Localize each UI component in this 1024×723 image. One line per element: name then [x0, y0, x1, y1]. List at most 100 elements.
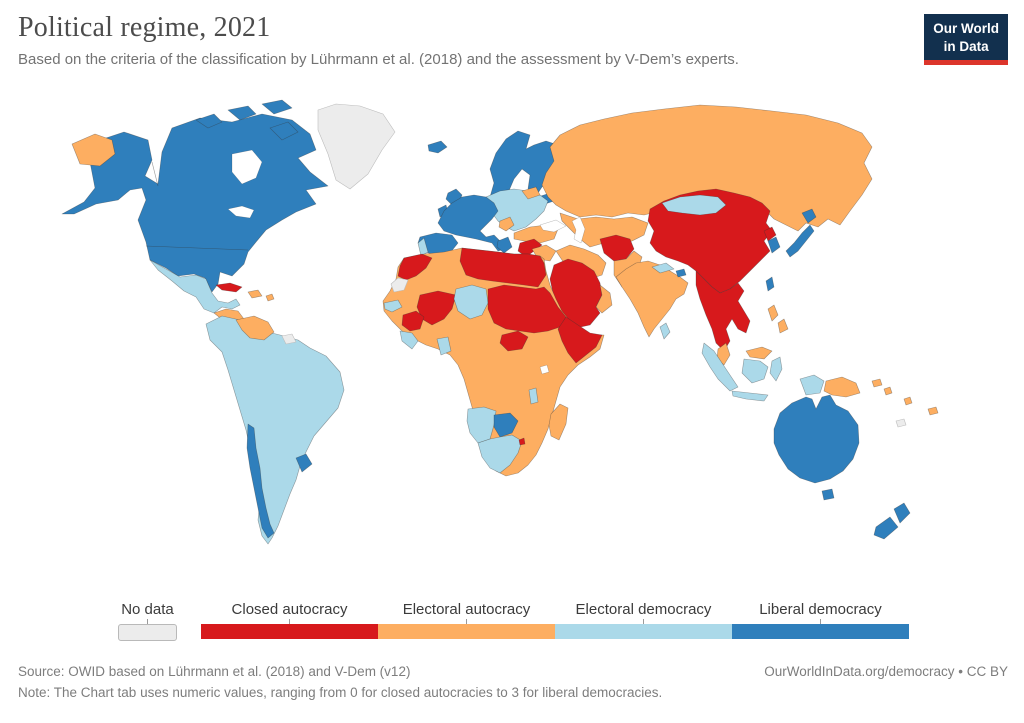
region-senegal[interactable]	[383, 299, 403, 313]
legend-label: Electoral autocracy	[402, 601, 531, 618]
region-russia[interactable]	[541, 104, 873, 232]
region-indonesia[interactable]	[731, 390, 769, 402]
owid-logo-line1: Our World	[933, 21, 999, 36]
region-new-zealand[interactable]	[893, 502, 911, 524]
region-sierra-leone-liberia[interactable]	[399, 330, 419, 350]
region-china[interactable]	[647, 188, 773, 294]
chart-title: Political regime, 2021	[18, 12, 271, 43]
region-philippines[interactable]	[767, 304, 779, 322]
source-text: Source: OWID based on Lührmann et al. (2…	[18, 664, 411, 679]
region-oman-uae[interactable]	[595, 284, 613, 314]
region-horn-of-africa[interactable]	[557, 316, 603, 364]
legend-label: Electoral democracy	[575, 601, 712, 618]
legend-electoral-autocracy[interactable]: Electoral autocracy	[378, 601, 555, 639]
region-vanuatu[interactable]	[903, 396, 913, 406]
legend-liberal-democracy[interactable]: Liberal democracy	[732, 601, 909, 639]
region-south-korea[interactable]	[767, 236, 781, 254]
region-morocco[interactable]	[397, 253, 433, 281]
region-mongolia[interactable]	[661, 194, 727, 216]
legend-no-data[interactable]: No data	[118, 601, 177, 641]
region-solomon-islands[interactable]	[883, 386, 893, 396]
region-australia[interactable]	[773, 394, 860, 484]
region-north-america[interactable]	[61, 113, 329, 293]
region-portugal[interactable]	[417, 237, 429, 257]
lake-victoria	[539, 364, 550, 375]
region-arctic-island[interactable]	[195, 113, 223, 129]
region-libya-egypt[interactable]	[459, 247, 547, 288]
region-tasmania[interactable]	[821, 488, 835, 501]
region-bhutan[interactable]	[675, 268, 687, 278]
chart-subtitle: Based on the criteria of the classificat…	[18, 51, 739, 68]
region-central-african-republic[interactable]	[499, 330, 529, 352]
region-north-korea[interactable]	[763, 226, 777, 242]
chart-header: Political regime, 2021 Based on the crit…	[18, 12, 898, 68]
region-philippines[interactable]	[777, 318, 789, 334]
legend-swatch-electoral-democracy[interactable]	[555, 624, 732, 639]
region-new-caledonia[interactable]	[895, 418, 907, 428]
legend-no-data-swatch[interactable]	[118, 624, 177, 641]
region-mexico[interactable]	[149, 259, 241, 314]
region-chukotka-russia[interactable]	[71, 133, 116, 167]
us-canada-border	[145, 245, 249, 251]
region-venezuela[interactable]	[235, 315, 275, 341]
region-cuba[interactable]	[215, 282, 243, 293]
great-lakes	[227, 205, 255, 219]
legend-tick	[147, 619, 148, 624]
region-fiji[interactable]	[927, 406, 939, 416]
region-chile[interactable]	[246, 423, 275, 539]
region-papua-new-guinea[interactable]	[823, 376, 861, 398]
region-greenland[interactable]	[317, 103, 396, 190]
legend-swatch-closed-autocracy[interactable]	[201, 624, 378, 639]
region-western-europe[interactable]	[437, 194, 506, 252]
region-indonesia[interactable]	[701, 342, 739, 392]
region-new-zealand[interactable]	[873, 516, 899, 540]
region-arctic-island[interactable]	[227, 105, 257, 121]
region-south-africa[interactable]	[477, 434, 523, 474]
legend-closed-autocracy[interactable]: Closed autocracy	[201, 601, 378, 639]
region-indonesia[interactable]	[799, 374, 825, 396]
region-eswatini[interactable]	[518, 437, 526, 446]
region-belarus[interactable]	[521, 186, 541, 200]
region-malaysia[interactable]	[745, 346, 773, 360]
region-suriname[interactable]	[281, 333, 297, 345]
region-uruguay[interactable]	[295, 453, 313, 473]
region-arctic-island[interactable]	[269, 121, 299, 141]
region-iceland[interactable]	[427, 140, 448, 154]
region-western-sahara[interactable]	[390, 277, 409, 293]
region-japan[interactable]	[785, 224, 815, 258]
region-hispaniola[interactable]	[247, 289, 263, 299]
legend-swatch-electoral-autocracy[interactable]	[378, 624, 555, 639]
legend-no-data-label: No data	[121, 601, 174, 618]
region-malawi[interactable]	[528, 387, 539, 405]
owid-link[interactable]: OurWorldInData.org/democracy • CC BY	[764, 664, 1008, 679]
region-ghana[interactable]	[436, 336, 452, 356]
owid-logo-redbar	[924, 60, 1008, 66]
region-madagascar[interactable]	[548, 403, 569, 441]
region-greece[interactable]	[496, 236, 513, 254]
region-botswana[interactable]	[493, 412, 519, 438]
owid-logo[interactable]: Our World in Data	[924, 14, 1008, 66]
region-niger[interactable]	[453, 284, 489, 320]
region-guinea[interactable]	[401, 310, 425, 332]
region-taiwan[interactable]	[765, 276, 775, 292]
region-indonesia[interactable]	[769, 356, 783, 382]
region-puerto-rico[interactable]	[265, 293, 275, 302]
region-south-america[interactable]	[205, 315, 345, 545]
region-sri-lanka[interactable]	[659, 322, 671, 340]
region-hungary-serbia[interactable]	[498, 216, 515, 232]
legend-electoral-democracy[interactable]: Electoral democracy	[555, 601, 732, 639]
region-nepal[interactable]	[651, 262, 675, 274]
region-mali[interactable]	[416, 290, 457, 326]
hudson-bay	[231, 149, 263, 185]
region-indonesia[interactable]	[741, 358, 769, 384]
region-india[interactable]	[615, 260, 689, 338]
region-arctic-island[interactable]	[261, 99, 293, 115]
region-afghanistan[interactable]	[599, 234, 635, 262]
legend-tick	[820, 619, 821, 624]
legend-swatch-liberal-democracy[interactable]	[732, 624, 909, 639]
region-japan[interactable]	[801, 208, 817, 224]
region-solomon-islands[interactable]	[871, 378, 883, 388]
world-choropleth-map[interactable]	[0, 92, 1024, 594]
region-indochina[interactable]	[695, 270, 751, 352]
